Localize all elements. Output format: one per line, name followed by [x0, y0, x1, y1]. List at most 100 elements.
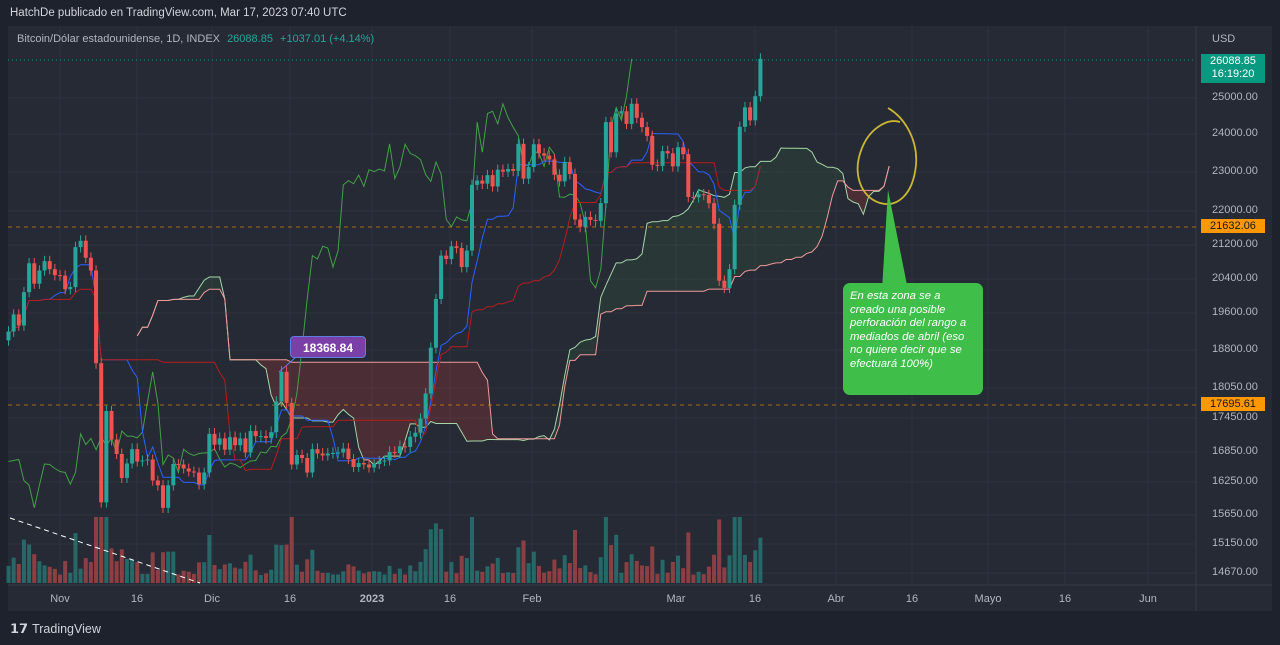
- current-price-tag: 26088.85 16:19:20: [1201, 54, 1265, 83]
- volume-bar: [392, 573, 397, 583]
- volume-bar: [58, 574, 62, 583]
- volume-bar: [665, 572, 670, 583]
- price-axis-label: 16250.00: [1212, 475, 1258, 487]
- price-axis-label: 21200.00: [1212, 238, 1258, 250]
- volume-bar: [161, 552, 165, 583]
- volume-bar: [382, 574, 387, 583]
- ichimoku-cloud-segment: [595, 297, 601, 355]
- time-axis-label: 16: [283, 593, 297, 605]
- candle-body: [140, 460, 145, 462]
- candle-body: [428, 347, 433, 394]
- ichimoku-cloud-segment: [832, 167, 838, 196]
- candle-body: [114, 439, 119, 454]
- ichimoku-cloud-segment: [554, 404, 560, 439]
- candle-body: [624, 111, 629, 124]
- price-axis-label: 23000.00: [1212, 165, 1258, 177]
- candle-body: [480, 180, 485, 184]
- ichimoku-cloud-segment: [435, 362, 442, 424]
- volume-bar: [109, 548, 114, 583]
- volume-bar: [701, 574, 706, 583]
- callout-annotation[interactable]: En esta zona se a creado una posible per…: [843, 283, 983, 395]
- ichimoku-cloud-segment: [744, 166, 751, 272]
- tradingview-brand[interactable]: 𝟭𝟳 TradingView: [10, 621, 101, 637]
- candle-body: [124, 463, 129, 478]
- candle-body: [578, 219, 583, 227]
- volume-bar: [186, 571, 191, 583]
- ichimoku-cloud-segment: [837, 168, 843, 181]
- volume-bar: [21, 539, 26, 583]
- volume-bar: [542, 572, 547, 583]
- volume-bar: [403, 574, 408, 583]
- ichimoku-cloud-segment: [822, 164, 828, 237]
- time-axis-label: Mayo: [974, 593, 1002, 605]
- candle-body: [712, 203, 717, 224]
- volume-bar: [16, 563, 21, 583]
- candle-body: [346, 448, 351, 459]
- volume-bar: [269, 569, 274, 583]
- ichimoku-cloud-segment: [296, 362, 303, 419]
- volume-bar: [377, 571, 382, 583]
- volume-bar: [356, 570, 361, 583]
- volume-bar: [423, 549, 428, 583]
- volume-bar: [310, 549, 315, 583]
- ichimoku-cloud-segment: [446, 362, 452, 424]
- candle-body: [475, 180, 480, 185]
- price-label-pointer: [278, 356, 297, 373]
- time-axis-label: Nov: [50, 593, 70, 605]
- volume-bar: [449, 562, 454, 583]
- volume-bar: [732, 517, 737, 583]
- ichimoku-cloud-segment: [796, 148, 802, 258]
- ichimoku-cloud-segment: [636, 254, 642, 306]
- volume-bar: [495, 557, 500, 583]
- candle-body: [166, 485, 171, 508]
- ichimoku-cloud-segment: [600, 285, 606, 315]
- candle-body: [758, 58, 763, 97]
- volume-bar: [670, 561, 675, 583]
- volume-bar: [676, 555, 680, 583]
- volume-bar: [11, 557, 16, 583]
- volume-bar: [325, 572, 330, 583]
- candle-body: [470, 184, 474, 251]
- candle-body: [681, 147, 686, 155]
- candle-body: [639, 117, 644, 128]
- price-axis-label: 15650.00: [1212, 508, 1258, 520]
- ichimoku-cloud-segment: [853, 190, 859, 204]
- candle-body: [238, 438, 243, 446]
- time-axis-label: 16: [748, 593, 762, 605]
- volume-bar: [243, 561, 248, 583]
- candle-body: [284, 371, 289, 403]
- ichimoku-cloud-segment: [410, 362, 416, 424]
- volume-bar: [614, 534, 619, 583]
- price-label-annotation[interactable]: 18368.84: [290, 336, 366, 358]
- ichimoku-cloud-segment: [827, 167, 833, 217]
- candle-body: [6, 331, 11, 341]
- volume-bar: [645, 566, 650, 583]
- volume-bar: [217, 569, 222, 583]
- ichimoku-cloud-segment: [703, 191, 709, 292]
- ichimoku-cloud-segment: [456, 362, 462, 433]
- volume-bar: [603, 517, 608, 583]
- candle-body: [588, 216, 593, 220]
- ichimoku-cloud-segment: [765, 161, 771, 266]
- ichimoku-cloud-segment: [327, 362, 333, 423]
- ichimoku-cloud-segment: [806, 148, 812, 254]
- volume-bar: [475, 570, 480, 583]
- volume-bar: [408, 565, 413, 583]
- ichimoku-cloud-segment: [641, 223, 648, 306]
- volume-bar: [737, 517, 742, 583]
- volume-bar: [212, 565, 217, 583]
- ichimoku-cloud-segment: [672, 215, 678, 292]
- candle-body: [73, 247, 78, 288]
- volume-bar: [454, 573, 459, 583]
- volume-bar: [372, 571, 377, 583]
- candle-body: [614, 113, 619, 153]
- candle-body: [109, 411, 114, 440]
- candle-body: [63, 275, 68, 290]
- candle-body: [665, 151, 670, 154]
- candle-body: [305, 458, 310, 473]
- ichimoku-cloud-segment: [786, 148, 792, 260]
- candle-body: [686, 154, 691, 197]
- price-axis-label: 18800.00: [1212, 343, 1258, 355]
- price-axis-label: 20400.00: [1212, 272, 1258, 284]
